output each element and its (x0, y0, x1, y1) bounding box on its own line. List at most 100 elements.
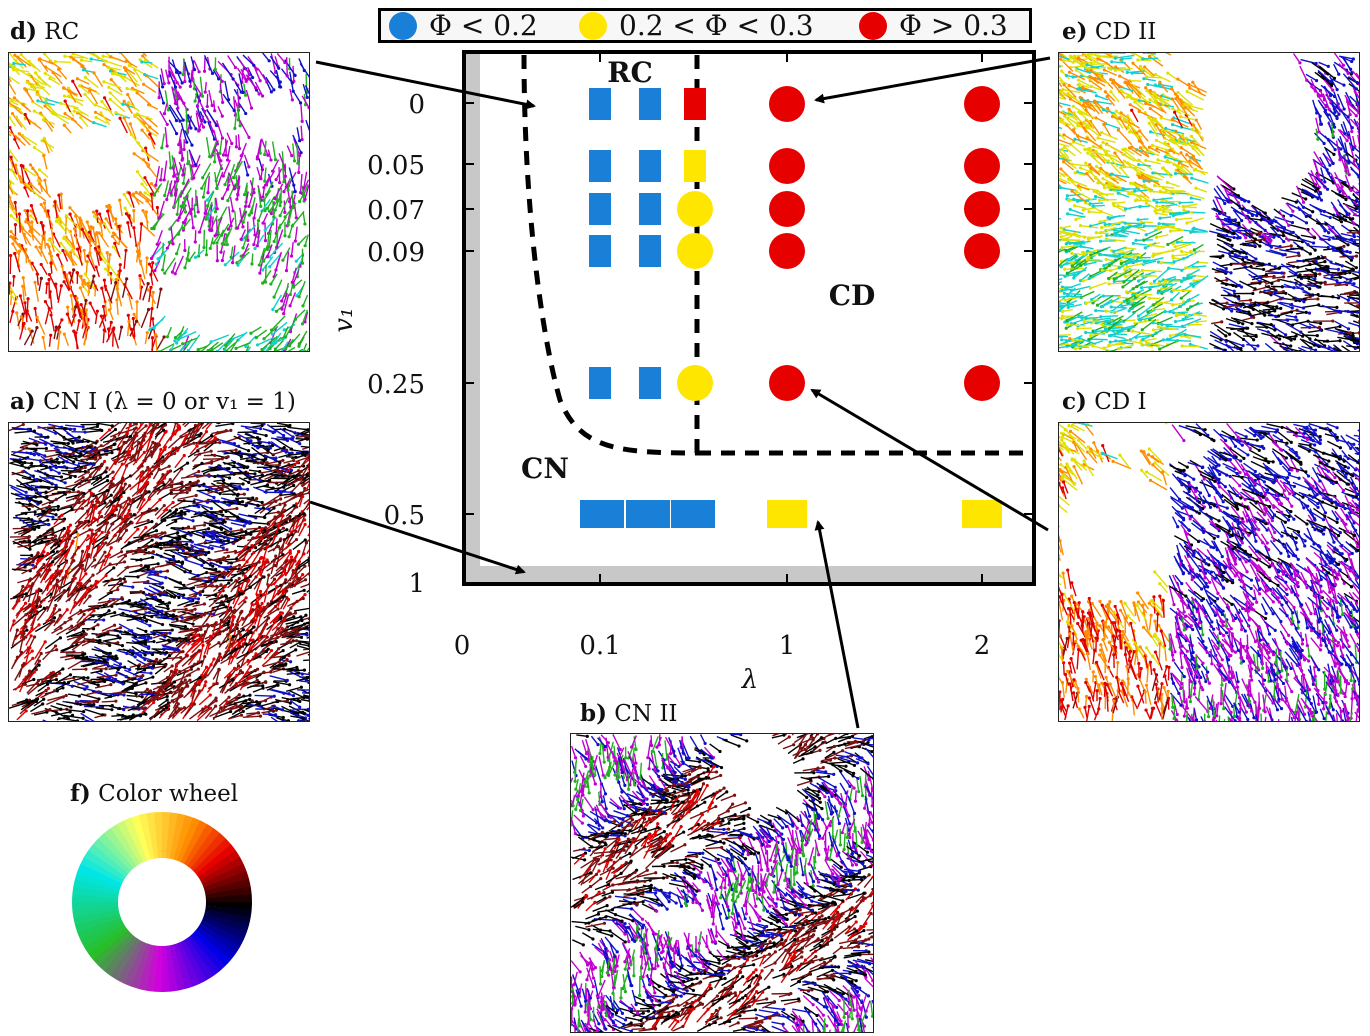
velocity-arrow (279, 197, 289, 216)
velocity-arrow-head (79, 274, 83, 278)
velocity-arrow (12, 276, 15, 287)
velocity-arrow (9, 77, 12, 83)
velocity-arrow (144, 59, 159, 69)
velocity-arrow-head (297, 170, 301, 175)
velocity-arrow-head (108, 91, 112, 95)
velocity-arrow (237, 331, 248, 341)
velocity-arrow (53, 326, 58, 340)
velocity-arrow (48, 239, 62, 255)
velocity-arrow (10, 231, 19, 241)
velocity-arrow (19, 323, 25, 340)
velocity-arrow-head (272, 88, 276, 92)
velocity-arrow-head (75, 296, 79, 300)
velocity-arrow-head (59, 192, 63, 196)
velocity-arrow-head (59, 101, 63, 105)
velocity-arrow-head (70, 248, 74, 253)
velocity-arrow-head (278, 85, 282, 89)
velocity-arrow-head (145, 256, 149, 260)
velocity-arrow-head (231, 77, 235, 81)
velocity-arrow-head (117, 431, 122, 435)
velocity-arrow (140, 223, 156, 237)
legend-label-low: Φ < 0.2 (429, 9, 538, 42)
velocity-arrow (207, 176, 210, 193)
velocity-arrow (34, 147, 47, 156)
velocity-arrow-head (9, 253, 13, 258)
velocity-arrow (227, 55, 237, 68)
velocity-arrow-head (115, 298, 119, 302)
velocity-arrow (110, 432, 120, 438)
velocity-arrow (194, 90, 198, 102)
velocity-arrow (80, 117, 89, 128)
velocity-arrow (257, 210, 264, 222)
velocity-arrow (184, 130, 193, 146)
velocity-arrow-head (283, 174, 288, 178)
velocity-arrow-head (185, 140, 189, 144)
velocity-arrow (143, 83, 157, 93)
velocity-arrow-head (155, 205, 159, 210)
velocity-arrow-head (225, 187, 230, 191)
velocity-arrow-head (221, 153, 226, 157)
velocity-arrow-head (293, 190, 297, 194)
velocity-arrow (29, 164, 39, 176)
velocity-arrow (50, 262, 53, 274)
velocity-arrow (9, 53, 18, 64)
panel-label-f: Color wheel (98, 781, 239, 807)
velocity-arrow (129, 123, 137, 140)
velocity-arrow (257, 337, 274, 346)
panel-letter-c: c) (1062, 388, 1087, 415)
velocity-arrow (103, 97, 112, 111)
velocity-arrow-head (71, 79, 75, 83)
velocity-arrow (179, 340, 192, 351)
velocity-arrow-head (79, 58, 84, 62)
velocity-arrow-head (294, 216, 298, 220)
velocity-arrow-head (186, 349, 190, 351)
velocity-arrow (170, 226, 174, 244)
velocity-arrow (210, 334, 230, 343)
velocity-arrow (221, 183, 231, 199)
velocity-arrow (228, 206, 232, 226)
velocity-arrow (133, 227, 138, 247)
velocity-arrow (305, 119, 309, 132)
velocity-arrow-head (94, 115, 98, 120)
velocity-arrow-head (224, 343, 228, 348)
velocity-arrow (175, 68, 183, 84)
velocity-arrow-head (51, 111, 55, 116)
velocity-arrow-head (136, 141, 140, 145)
velocity-arrow (169, 344, 175, 351)
velocity-arrow-head (108, 97, 112, 101)
velocity-arrow-head (169, 166, 173, 170)
velocity-arrow-head (129, 327, 133, 331)
velocity-arrow (226, 132, 233, 144)
velocity-arrow (264, 167, 267, 182)
velocity-arrow-head (60, 318, 64, 322)
velocity-arrow (93, 72, 104, 87)
velocity-arrow-head (21, 276, 25, 280)
velocity-arrow-head (212, 241, 216, 245)
velocity-arrow (245, 345, 250, 351)
arrow-field-cn-i (9, 423, 309, 721)
velocity-arrow-head (235, 197, 239, 201)
velocity-arrow-head (37, 182, 42, 186)
velocity-arrow-head (165, 335, 170, 339)
velocity-arrow-head (215, 349, 219, 351)
velocity-arrow-head (195, 104, 200, 108)
velocity-arrow-head (37, 168, 42, 172)
velocity-arrow (262, 183, 266, 198)
velocity-arrow-head (152, 227, 156, 231)
velocity-arrow-head (149, 285, 153, 289)
velocity-arrow (302, 212, 306, 225)
velocity-arrow (179, 345, 185, 351)
panel-label-b: CN II (614, 701, 678, 727)
velocity-arrow (23, 330, 33, 346)
velocity-arrow (22, 277, 27, 297)
velocity-arrow-head (244, 93, 248, 97)
velocity-arrow (178, 161, 185, 175)
velocity-arrow-head (23, 208, 27, 213)
velocity-arrow (84, 719, 91, 721)
velocity-arrow (43, 137, 54, 153)
velocity-arrow-head (43, 178, 47, 182)
velocity-arrow (12, 237, 23, 251)
velocity-arrow-head (194, 127, 198, 131)
velocity-arrow-head (17, 107, 22, 111)
velocity-arrow-head (249, 331, 253, 335)
